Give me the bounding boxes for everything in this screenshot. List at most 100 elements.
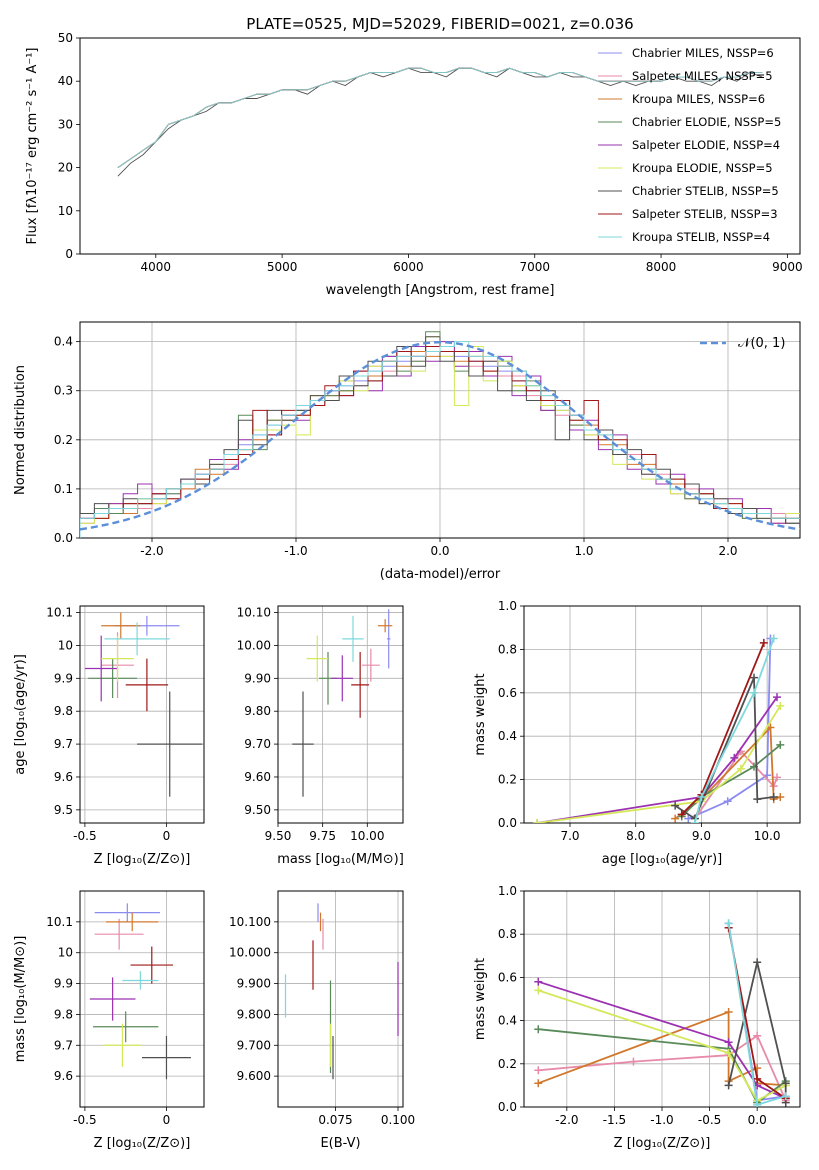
- errorbar-chabrier-stelib: [292, 691, 314, 797]
- y-tick-label: 0.2: [498, 1057, 517, 1071]
- y-tick-label: 10.1: [46, 915, 73, 929]
- legend-entry: Salpeter ELODIE, NSSP=4: [632, 138, 780, 152]
- errorbar-salpeter-elodie: [331, 655, 353, 702]
- errorbar-chabrier-elodie: [88, 658, 138, 699]
- weight-series-salpeter-elodie: [536, 696, 778, 823]
- y-tick-label: 30: [58, 117, 73, 131]
- weight-marker: [534, 986, 543, 995]
- panel-spectrum: 4000 5000 6000 7000 8000 9000 0 10 20 30 40 50 wavel…: [25, 31, 803, 298]
- weight-marker: [724, 1081, 733, 1090]
- x-tick-label: -1.0: [284, 544, 307, 558]
- errorbar-salpeter-miles: [361, 648, 380, 682]
- x-axis-label: E(B-V): [320, 1136, 360, 1151]
- y-tick-label: 1.0: [498, 884, 517, 898]
- y-tick-label: 0.0: [498, 1100, 517, 1114]
- weight-marker: [773, 773, 781, 782]
- y-tick-label: 9.50: [244, 803, 271, 817]
- x-tick-label: -0.5: [73, 829, 96, 843]
- plot-area: [84, 612, 203, 797]
- weight-series-kroupa-elodie: [536, 705, 782, 823]
- weight-marker: [769, 792, 778, 801]
- y-tick-label: 9.8: [54, 1007, 73, 1021]
- weight-marker: [724, 1049, 733, 1057]
- axes-frame: [79, 321, 801, 539]
- errorbar-chabrier-stelib: [142, 1036, 191, 1080]
- x-tick-label: 7000: [519, 260, 550, 274]
- weight-marker: [759, 638, 768, 647]
- y-tick-label: 0.2: [54, 433, 73, 447]
- axes-frame: [79, 605, 205, 824]
- x-tick-label: 8000: [646, 260, 677, 274]
- axes-frame: [277, 890, 404, 1108]
- errorbar-salpeter-miles: [94, 918, 144, 950]
- x-axis-label: age [log₁₀(age/yr)]: [602, 852, 723, 867]
- figure-title: PLATE=0525, MJD=52029, FIBERID=0021, z=0…: [246, 15, 633, 33]
- plot-area: [292, 609, 393, 797]
- y-tick-label: 10.100: [229, 915, 271, 929]
- x-tick-label: 0.075: [318, 1113, 352, 1127]
- x-tick-label: -2.0: [555, 1113, 578, 1127]
- legend-entry: Chabrier MILES, NSSP=6: [632, 46, 774, 60]
- plot-area: [80, 331, 800, 538]
- y-tick-label: 0.3: [54, 384, 73, 398]
- panel-weight_vs_age: 7.0 8.0 9.0 10.0 0.0 0.2 0.4 0.6 0.8 1.0 age [log₁…: [473, 599, 801, 867]
- x-tick-label: 10.00: [350, 829, 384, 843]
- y-axis-label: mass weight: [473, 958, 488, 1040]
- x-tick-label: -1.0: [650, 1113, 673, 1127]
- errorbar-kroupa-stelib: [104, 622, 170, 656]
- x-axis-label: (data-model)/error: [380, 567, 501, 582]
- spectrum-series-kroupa-stelib-nssp-4: [117, 67, 763, 168]
- panel-mass_vs_Z: -0.5 0 9.6 9.7 9.8 9.9 10 10.1 Z [log₁₀(Z/Z⊙)] ma…: [13, 890, 205, 1151]
- axes-frame: [277, 605, 404, 824]
- plot-area: [117, 67, 763, 177]
- normal-curve: [80, 340, 800, 531]
- weight-series-chabrier-stelib: [674, 677, 774, 821]
- y-tick-label: 0.6: [498, 686, 517, 700]
- spectrum-series-chabrier-elodie-nssp-5: [117, 67, 573, 168]
- weight-marker: [753, 1074, 762, 1083]
- weight-marker: [776, 740, 785, 749]
- legend-entry: Kroupa STELIB, NSSP=4: [632, 230, 770, 244]
- y-tick-label: 9.8: [54, 704, 73, 718]
- errorbar-kroupa-miles: [106, 912, 159, 932]
- y-tick-label: 1.0: [498, 599, 517, 613]
- y-tick-label: 10.000: [229, 946, 271, 960]
- y-tick-label: 9.60: [244, 770, 271, 784]
- axes-frame: [523, 890, 801, 1108]
- x-tick-label: 2.0: [718, 544, 737, 558]
- weight-marker: [534, 977, 543, 986]
- plot-area: [533, 634, 785, 823]
- panel-weight_vs_Z: -2.0 -1.5 -1.0 -0.5 0.0 0.0 0.2 0.4 0.6 0.8 1.0 Z […: [473, 884, 801, 1151]
- weight-marker: [629, 1057, 638, 1066]
- errorbar-kroupa-stelib: [342, 615, 364, 662]
- legend-entry: Kroupa ELODIE, NSSP=5: [632, 161, 773, 175]
- weight-marker: [773, 693, 781, 702]
- errorbar-kroupa-elodie: [306, 635, 328, 682]
- y-tick-label: 0.1: [54, 482, 73, 496]
- weight-marker: [671, 801, 680, 810]
- x-axis-label: Z [log₁₀(Z/Z⊙)]: [94, 852, 191, 867]
- errorbar-kroupa-stelib: [122, 971, 159, 990]
- x-tick-label: 9.50: [265, 829, 292, 843]
- x-tick-label: 0.0: [748, 1113, 767, 1127]
- x-tick-label: -0.5: [698, 1113, 721, 1127]
- x-axis-label: wavelength [Angstrom, rest frame]: [326, 283, 555, 298]
- y-tick-label: 0.0: [498, 816, 517, 830]
- y-tick-label: 9.9: [54, 977, 73, 991]
- plot-area: [534, 919, 790, 1107]
- weight-marker: [750, 673, 758, 682]
- weight-marker: [753, 1100, 762, 1107]
- y-tick-label: 10.1: [46, 606, 73, 620]
- y-tick-label: 9.6: [54, 770, 73, 784]
- y-tick-label: 10.00: [237, 638, 271, 652]
- weight-marker: [776, 701, 785, 710]
- errorbar-kroupa-miles: [101, 612, 141, 639]
- weight-marker: [753, 1031, 762, 1040]
- errorbar-chabrier-miles: [386, 609, 391, 669]
- y-tick-label: 0: [65, 247, 73, 261]
- y-tick-label: 9.700: [237, 1038, 271, 1052]
- y-tick-label: 50: [58, 31, 73, 45]
- weight-marker: [534, 1066, 543, 1075]
- panel-mass_vs_ebv: 0.075 0.100 9.600 9.700 9.800 9.900 10.000 10.1…: [229, 890, 415, 1151]
